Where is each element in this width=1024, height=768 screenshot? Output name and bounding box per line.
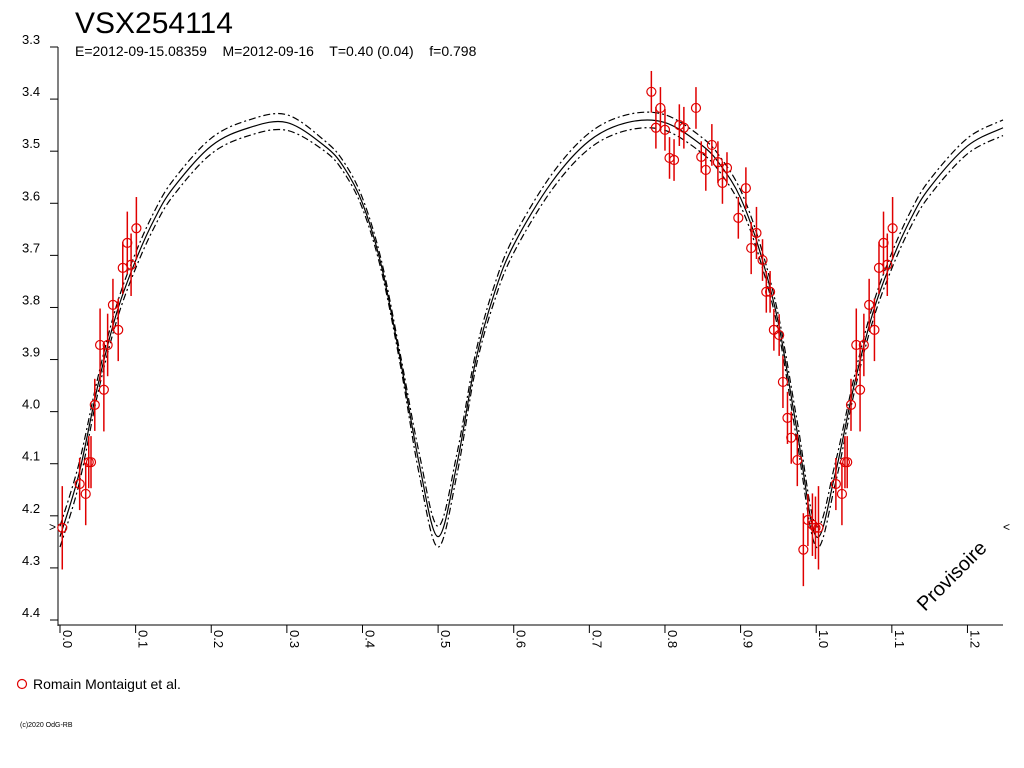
data-point: [746, 242, 757, 254]
data-point: [678, 122, 689, 133]
data-point: [882, 259, 893, 270]
data-point: [733, 212, 744, 223]
data-point: [85, 457, 97, 468]
data-point: [836, 488, 848, 500]
model-curve: [59, 119, 1004, 538]
model-curve: [59, 127, 1004, 549]
data-point: [89, 399, 100, 410]
x-tick-label: 0.3: [287, 630, 302, 648]
data-point: [854, 384, 866, 395]
model-curve: [59, 111, 1004, 528]
x-tick-label: 0.7: [589, 630, 604, 648]
legend-marker: [16, 678, 28, 690]
marker-right: <: [1003, 520, 1010, 534]
x-tick-label: 0.4: [362, 630, 377, 648]
y-tick-label: 4.3: [22, 553, 40, 568]
data-point: [721, 162, 733, 173]
data-point: [864, 299, 875, 310]
x-tick-label: 0.1: [136, 630, 151, 648]
chart-subtitle: E=2012-09-15.08359 M=2012-09-16 T=0.40 (…: [75, 43, 477, 59]
data-point: [102, 339, 113, 351]
data-point: [700, 164, 711, 176]
data-point: [798, 544, 809, 555]
y-tick-label: 4.0: [22, 397, 40, 412]
data-point: [757, 254, 768, 266]
y-tick-label: 4.4: [22, 605, 40, 620]
data-point: [98, 384, 109, 395]
y-tick-label: 4.1: [22, 449, 40, 464]
data-point: [807, 519, 818, 530]
x-tick-label: 0.5: [438, 630, 453, 648]
data-point: [887, 223, 898, 234]
data-point: [655, 102, 666, 114]
data-point: [740, 183, 751, 194]
y-tick-label: 4.2: [22, 501, 40, 516]
data-point: [792, 454, 803, 466]
data-point: [668, 154, 680, 166]
data-point: [768, 324, 779, 335]
data-point: [777, 376, 789, 388]
data-point: [706, 139, 717, 151]
data-point: [131, 223, 142, 234]
data-point: [786, 432, 797, 443]
data-point: [810, 522, 821, 533]
data-point: [751, 227, 762, 239]
y-tick-label: 3.9: [22, 345, 40, 360]
x-tick-label: 0.9: [741, 630, 756, 648]
y-tick-label: 3.3: [22, 32, 40, 47]
y-tick-label: 3.5: [22, 136, 40, 151]
x-tick-label: 0.2: [211, 630, 226, 648]
data-point: [74, 478, 85, 490]
chart-title: VSX254114: [75, 7, 233, 40]
data-point: [851, 339, 862, 351]
legend-label: Romain Montaigut et al.: [33, 676, 181, 692]
data-point: [830, 478, 841, 490]
y-tick-label: 3.4: [22, 84, 40, 99]
y-tick-label: 3.8: [22, 292, 40, 307]
marker-left: >: [49, 520, 56, 534]
data-point: [94, 339, 106, 351]
data-point: [125, 259, 137, 270]
x-tick-label: 1.0: [816, 630, 831, 648]
data-point: [858, 339, 869, 351]
data-point: [80, 488, 91, 500]
x-tick-label: 0.8: [665, 630, 680, 648]
watermark: Provisoire: [913, 537, 991, 615]
data-point: [57, 522, 68, 533]
x-tick-label: 1.1: [892, 630, 907, 648]
footer: (c)2020 OdG-RB: [20, 722, 73, 729]
x-tick-label: 1.2: [967, 630, 982, 648]
data-point: [764, 286, 776, 297]
y-tick-label: 3.7: [22, 240, 40, 255]
data-point: [113, 324, 124, 335]
data-point: [659, 124, 671, 135]
x-tick-label: 0.0: [60, 630, 75, 648]
y-tick-label: 3.6: [22, 188, 40, 203]
data-point: [646, 86, 657, 97]
data-point: [842, 457, 853, 468]
x-tick-label: 0.6: [514, 630, 529, 648]
data-point: [690, 102, 702, 114]
data-point: [869, 324, 880, 335]
data-point: [813, 522, 824, 533]
data-point: [107, 299, 119, 310]
data-point: [845, 399, 857, 410]
data-point: [774, 329, 785, 341]
